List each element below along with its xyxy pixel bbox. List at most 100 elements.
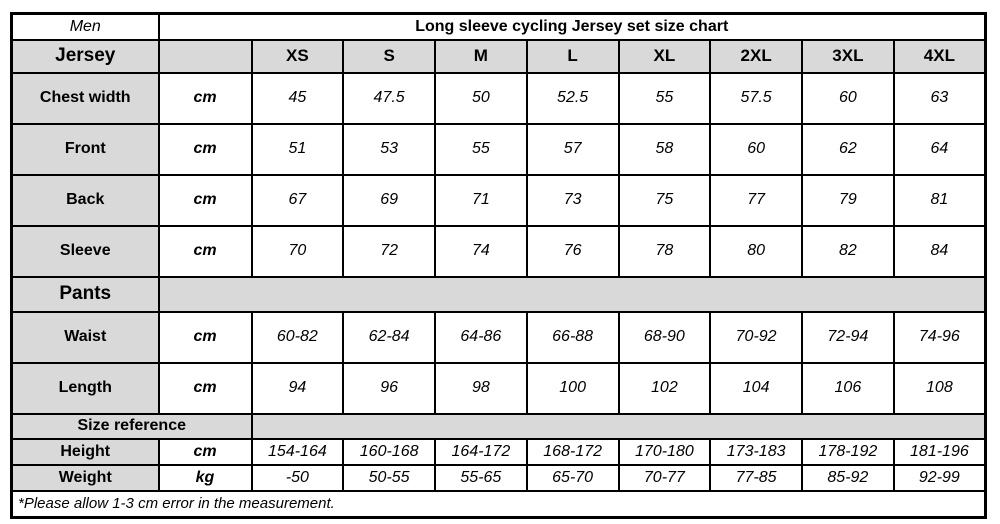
size-value: 60-82 bbox=[250, 310, 345, 364]
footnote: *Please allow 1-3 cm error in the measur… bbox=[10, 489, 987, 519]
size-value: -50 bbox=[250, 463, 345, 492]
section-filler-cell bbox=[250, 412, 987, 440]
size-value: 108 bbox=[892, 361, 987, 415]
row-label-chest-width: Chest width bbox=[10, 71, 160, 125]
size-value: 82 bbox=[801, 224, 895, 278]
size-value: 106 bbox=[801, 361, 895, 415]
size-value: 79 bbox=[801, 173, 895, 227]
size-value: 170-180 bbox=[617, 437, 712, 466]
size-value: 102 bbox=[617, 361, 712, 415]
size-value: 72 bbox=[342, 224, 436, 278]
row-label-sleeve: Sleeve bbox=[10, 224, 160, 278]
row-label-front: Front bbox=[10, 122, 160, 176]
size-value: 98 bbox=[434, 361, 528, 415]
size-value: 58 bbox=[617, 122, 712, 176]
table-row: Front cm 51 53 55 57 58 60 62 64 bbox=[10, 122, 987, 176]
size-value: 69 bbox=[342, 173, 436, 227]
size-value: 81 bbox=[892, 173, 987, 227]
size-column-header: XL bbox=[617, 38, 712, 74]
size-value: 57 bbox=[525, 122, 620, 176]
row-label-weight: Weight bbox=[10, 463, 160, 492]
unit-cell: cm bbox=[157, 122, 253, 176]
size-value: 78 bbox=[617, 224, 712, 278]
size-value: 92-99 bbox=[892, 463, 987, 492]
size-column-header: XS bbox=[250, 38, 345, 74]
table-row: Sleeve cm 70 72 74 76 78 80 82 84 bbox=[10, 224, 987, 278]
size-value: 181-196 bbox=[892, 437, 987, 466]
size-value: 70 bbox=[250, 224, 345, 278]
size-value: 71 bbox=[434, 173, 528, 227]
size-value: 50 bbox=[434, 71, 528, 125]
size-value: 70-92 bbox=[709, 310, 803, 364]
size-value: 85-92 bbox=[801, 463, 895, 492]
table-row: Length cm 94 96 98 100 102 104 106 108 bbox=[10, 361, 987, 415]
size-value: 64 bbox=[892, 122, 987, 176]
size-value: 76 bbox=[525, 224, 620, 278]
size-value: 74 bbox=[434, 224, 528, 278]
row-label-height: Height bbox=[10, 437, 160, 466]
table-row: Chest width cm 45 47.5 50 52.5 55 57.5 60 63 bbox=[10, 71, 987, 125]
unit-cell: cm bbox=[157, 437, 253, 466]
size-value: 77-85 bbox=[709, 463, 803, 492]
size-value: 96 bbox=[342, 361, 436, 415]
size-column-header: 2XL bbox=[709, 38, 803, 74]
size-value: 68-90 bbox=[617, 310, 712, 364]
size-value: 64-86 bbox=[434, 310, 528, 364]
size-value: 173-183 bbox=[709, 437, 803, 466]
row-label-back: Back bbox=[10, 173, 160, 227]
table-row: Weight kg -50 50-55 55-65 65-70 70-77 77-85 85-9… bbox=[10, 463, 987, 492]
table-row: *Please allow 1-3 cm error in the measur… bbox=[10, 489, 987, 519]
size-value: 60 bbox=[709, 122, 803, 176]
section-filler-cell bbox=[157, 275, 987, 313]
size-value: 70-77 bbox=[617, 463, 712, 492]
size-value: 73 bbox=[525, 173, 620, 227]
section-label-jersey: Jersey bbox=[10, 38, 160, 74]
table-row: Back cm 67 69 71 73 75 77 79 81 bbox=[10, 173, 987, 227]
size-column-header: M bbox=[434, 38, 528, 74]
size-value: 75 bbox=[617, 173, 712, 227]
size-value: 100 bbox=[525, 361, 620, 415]
size-value: 57.5 bbox=[709, 71, 803, 125]
size-value: 104 bbox=[709, 361, 803, 415]
size-value: 67 bbox=[250, 173, 345, 227]
table-row: Men Long sleeve cycling Jersey set size c… bbox=[10, 12, 987, 41]
size-value: 160-168 bbox=[342, 437, 436, 466]
table-row: Size reference bbox=[10, 412, 987, 440]
table-row: Pants bbox=[10, 275, 987, 313]
size-chart-body: Men Long sleeve cycling Jersey set size c… bbox=[10, 12, 987, 519]
size-value: 84 bbox=[892, 224, 987, 278]
size-column-header: L bbox=[525, 38, 620, 74]
size-value: 154-164 bbox=[250, 437, 345, 466]
size-value: 80 bbox=[709, 224, 803, 278]
size-value: 178-192 bbox=[801, 437, 895, 466]
size-value: 55-65 bbox=[434, 463, 528, 492]
size-value: 74-96 bbox=[892, 310, 987, 364]
unit-cell: cm bbox=[157, 361, 253, 415]
unit-cell: cm bbox=[157, 173, 253, 227]
unit-cell: cm bbox=[157, 71, 253, 125]
size-value: 63 bbox=[892, 71, 987, 125]
size-value: 164-172 bbox=[434, 437, 528, 466]
size-value: 51 bbox=[250, 122, 345, 176]
size-value: 52.5 bbox=[525, 71, 620, 125]
size-value: 66-88 bbox=[525, 310, 620, 364]
row-label-waist: Waist bbox=[10, 310, 160, 364]
section-label-pants: Pants bbox=[10, 275, 160, 313]
size-value: 50-55 bbox=[342, 463, 436, 492]
size-chart-table: Men Long sleeve cycling Jersey set size c… bbox=[10, 12, 987, 519]
gender-corner-label: Men bbox=[10, 12, 160, 41]
table-row: Jersey XS S M L XL 2XL 3XL 4XL bbox=[10, 38, 987, 74]
size-column-header: 4XL bbox=[892, 38, 987, 74]
empty-unit-header-cell bbox=[157, 38, 253, 74]
unit-cell: kg bbox=[157, 463, 253, 492]
size-value: 55 bbox=[434, 122, 528, 176]
size-value: 62-84 bbox=[342, 310, 436, 364]
size-value: 94 bbox=[250, 361, 345, 415]
size-value: 65-70 bbox=[525, 463, 620, 492]
unit-cell: cm bbox=[157, 310, 253, 364]
unit-cell: cm bbox=[157, 224, 253, 278]
size-column-header: S bbox=[342, 38, 436, 74]
size-value: 62 bbox=[801, 122, 895, 176]
size-value: 53 bbox=[342, 122, 436, 176]
